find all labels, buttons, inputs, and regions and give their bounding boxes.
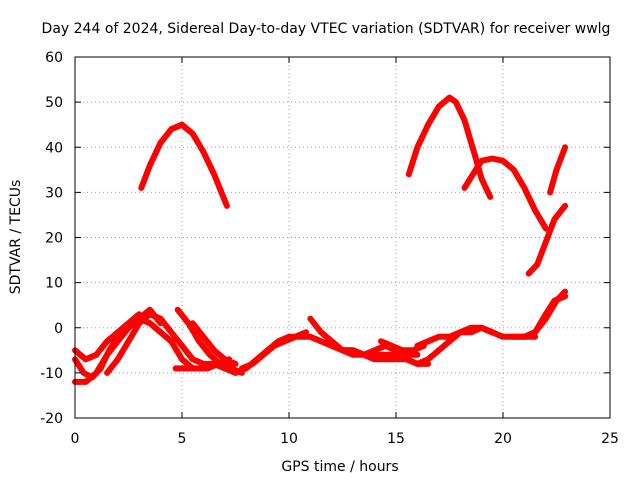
x-tick-label: 25 [601,431,619,447]
series-arc-n [238,329,310,372]
series-arc-i [72,311,143,363]
y-tick-label: 10 [45,276,63,292]
series-arc-d [525,202,569,277]
y-tick-label: 60 [45,50,63,66]
x-tick-label: 15 [387,431,405,447]
series-arc-q [378,338,427,354]
x-tick-label: 0 [71,431,80,447]
y-tick-label: 30 [45,185,63,201]
series-arc-r [414,324,496,349]
series-arc-b [405,94,494,200]
y-tick-label: -20 [40,411,63,427]
x-tick-label: 5 [178,431,187,447]
y-tick-label: -10 [40,366,63,382]
x-axis-label: GPS time / hours [281,459,398,475]
x-tick-label: 20 [494,431,512,447]
y-axis-label: SDTVAR / TECUs [8,180,24,295]
series-arc-e [547,144,569,196]
y-tick-label: 0 [54,321,63,337]
series-arc-c [461,155,549,232]
series-arc-j [174,306,245,376]
series-arc-p [339,324,539,367]
grid [75,57,610,418]
series-arc-t [521,293,569,340]
series-arc-g [72,306,164,385]
y-tick-label: 50 [45,95,63,111]
y-tick-label: 40 [45,140,63,156]
chart-title: Day 244 of 2024, Sidereal Day-to-day VTE… [42,21,611,37]
series-arc-l [189,320,239,367]
x-tick-label: 10 [280,431,298,447]
series-layer [72,94,569,385]
axis-ticks: 0 5 10 15 20 25 -20 -10 0 10 20 30 40 50 60 [40,50,619,447]
series-arc-k [172,356,233,372]
y-tick-label: 20 [45,231,63,247]
series-arc-a [138,121,230,209]
